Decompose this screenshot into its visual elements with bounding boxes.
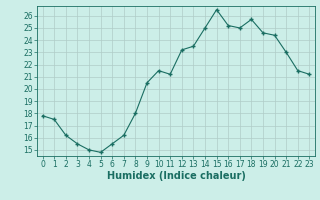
X-axis label: Humidex (Indice chaleur): Humidex (Indice chaleur): [107, 171, 245, 181]
